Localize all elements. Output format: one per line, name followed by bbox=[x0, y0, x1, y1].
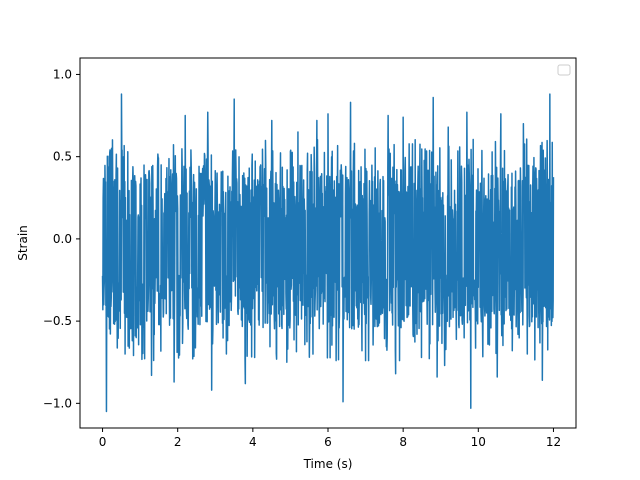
y-tick-label: 1.0 bbox=[53, 67, 72, 81]
strain-series-line bbox=[101, 93, 555, 413]
y-tick-label: 0.0 bbox=[53, 232, 72, 246]
x-tick-label: 8 bbox=[399, 435, 407, 449]
series-layer bbox=[101, 93, 555, 413]
x-tick-label: 4 bbox=[249, 435, 257, 449]
x-axis-ticks: 0 2 4 6 8 10 12 bbox=[99, 428, 561, 449]
x-tick-label: 0 bbox=[99, 435, 107, 449]
x-axis-label: Time (s) bbox=[303, 457, 353, 471]
y-tick-label: −0.5 bbox=[43, 314, 72, 328]
x-tick-label: 6 bbox=[324, 435, 332, 449]
x-tick-label: 10 bbox=[471, 435, 486, 449]
y-axis-ticks: −1.0 −0.5 0.0 0.5 1.0 bbox=[43, 67, 80, 410]
x-tick-label: 2 bbox=[174, 435, 182, 449]
y-tick-label: 0.5 bbox=[53, 150, 72, 164]
y-axis-label: Strain bbox=[16, 225, 30, 261]
x-tick-label: 12 bbox=[546, 435, 561, 449]
legend-box[interactable] bbox=[557, 64, 571, 76]
y-tick-label: −1.0 bbox=[43, 396, 72, 410]
